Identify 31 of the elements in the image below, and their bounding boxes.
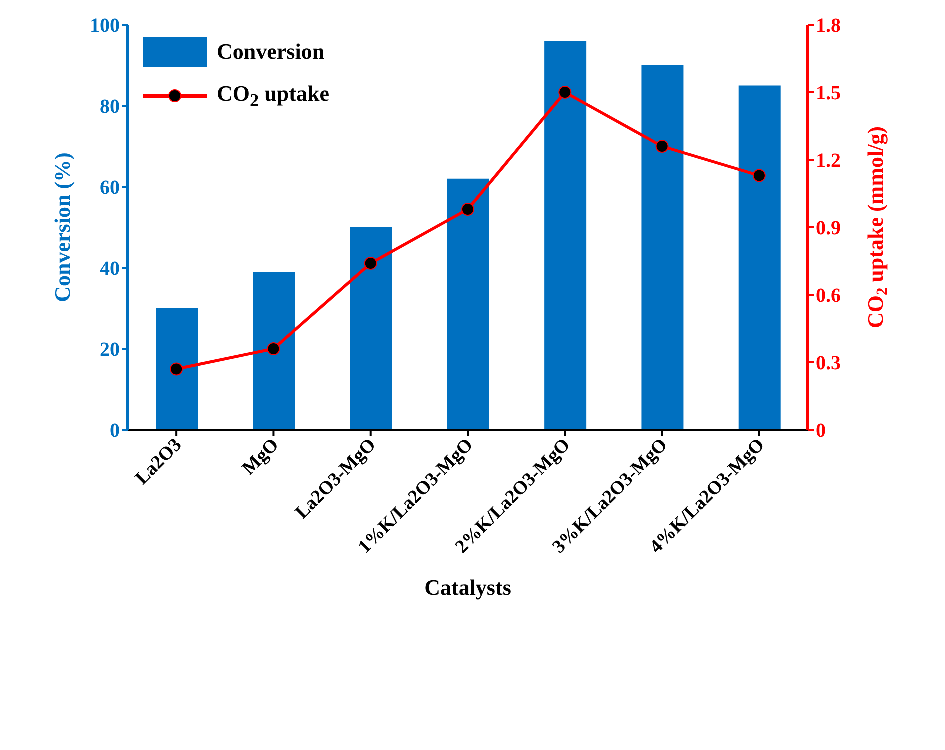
point [267, 342, 280, 356]
y-tick-label: 100 [90, 15, 120, 38]
point [462, 203, 474, 216]
bar [447, 178, 490, 430]
y-tick-label: 20 [100, 339, 120, 362]
y2-tick-label: 0.3 [816, 352, 841, 375]
y2-tick-label: 0.6 [816, 285, 841, 308]
bar [253, 272, 296, 430]
y-tick-label: 0 [110, 420, 120, 442]
y2-tick-label: 1.8 [816, 15, 841, 38]
y-axis-title: Conversion (%) [50, 152, 75, 302]
point [364, 257, 378, 270]
point [558, 86, 572, 99]
y2-tick-label: 0.9 [816, 218, 841, 240]
point [170, 362, 184, 376]
y2-tick-label: 0 [816, 420, 826, 442]
bar [642, 66, 684, 430]
point [752, 169, 766, 182]
x-axis-title: Catalysts [424, 575, 512, 600]
y-tick-label: 60 [100, 177, 120, 200]
legend-label: CO$_{2}$ uptake [217, 80, 330, 112]
point [656, 140, 669, 153]
bar [156, 308, 198, 430]
legend-label: Conversion [217, 39, 325, 65]
y2-tick-label: 1.5 [816, 82, 841, 105]
bar [738, 86, 781, 430]
y2-tick-label: 1.2 [816, 150, 841, 172]
bar [350, 228, 392, 430]
y-tick-label: 80 [100, 96, 120, 118]
y-tick-label: 40 [100, 258, 120, 280]
bar [544, 41, 587, 430]
